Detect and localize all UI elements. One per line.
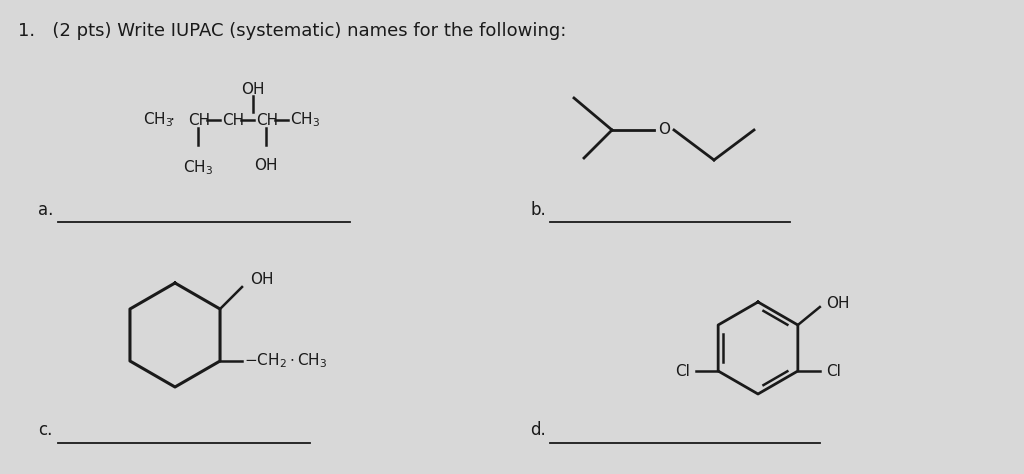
Text: CH: CH [256, 112, 279, 128]
Text: a.: a. [38, 201, 53, 219]
Text: CH$_3$: CH$_3$ [143, 110, 173, 129]
Text: O: O [658, 122, 670, 137]
Text: OH: OH [250, 272, 273, 286]
Text: ·: · [170, 112, 174, 128]
Text: CH$_3$: CH$_3$ [290, 110, 321, 129]
Text: CH: CH [188, 112, 210, 128]
Text: d.: d. [530, 421, 546, 439]
Text: OH: OH [242, 82, 265, 97]
Text: CH: CH [222, 112, 244, 128]
Text: OH: OH [254, 158, 278, 173]
Text: Cl: Cl [675, 364, 690, 379]
Text: CH$_3$: CH$_3$ [183, 158, 213, 177]
Text: $\mathregular{-CH_2 \cdot CH_3}$: $\mathregular{-CH_2 \cdot CH_3}$ [244, 352, 328, 370]
Text: OH: OH [825, 295, 849, 310]
Text: Cl: Cl [825, 364, 841, 379]
Text: b.: b. [530, 201, 546, 219]
Text: c.: c. [38, 421, 52, 439]
Text: 1.   (2 pts) Write IUPAC (systematic) names for the following:: 1. (2 pts) Write IUPAC (systematic) name… [18, 22, 566, 40]
